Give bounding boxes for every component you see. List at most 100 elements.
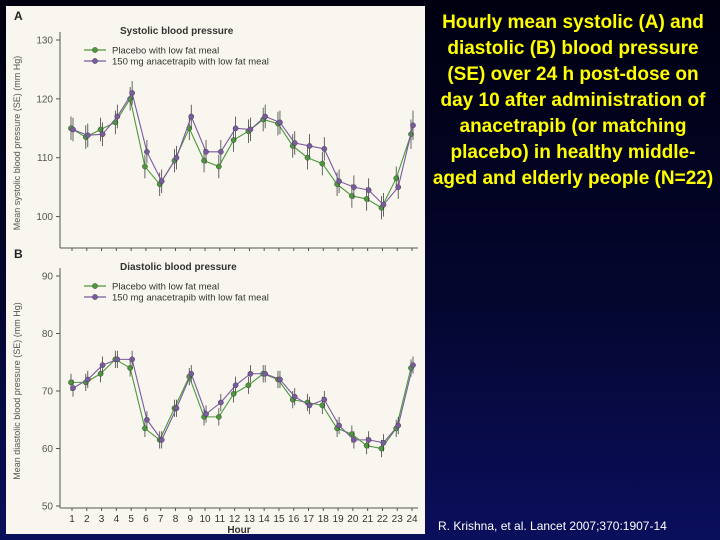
- data-point: [291, 140, 298, 146]
- data-point: [349, 431, 355, 437]
- data-point: [144, 148, 150, 155]
- legend-label: Placebo with low fat meal: [112, 282, 219, 293]
- x-tick-label: 24: [406, 514, 418, 525]
- x-tick-label: 22: [377, 514, 389, 525]
- data-point: [142, 163, 148, 170]
- chart-figure: A Systolic blood pressure 100 110 120 130 Mean…: [6, 6, 425, 534]
- data-point: [365, 437, 372, 443]
- x-tick-label: 5: [128, 514, 134, 525]
- data-point: [173, 405, 180, 412]
- data-point: [232, 125, 239, 132]
- data-point: [84, 376, 91, 383]
- x-tick-label: 4: [114, 514, 120, 525]
- x-tick-label: 20: [347, 514, 359, 525]
- x-tick-label: 16: [288, 514, 300, 525]
- data-point: [380, 439, 387, 446]
- data-point: [142, 425, 148, 432]
- data-point: [349, 193, 355, 199]
- data-point: [351, 184, 357, 190]
- legend-marker: [92, 58, 98, 64]
- data-point: [378, 445, 385, 452]
- data-point: [395, 184, 402, 190]
- data-point: [129, 90, 135, 96]
- data-point: [393, 175, 400, 182]
- data-point: [247, 126, 254, 133]
- series-line: [71, 358, 412, 450]
- chart-title: Systolic blood pressure: [120, 26, 234, 37]
- data-point: [217, 148, 224, 155]
- data-point: [230, 391, 237, 397]
- data-point: [99, 131, 106, 138]
- slide-title: Hourly mean systolic (A) and diastolic (…: [432, 12, 714, 189]
- data-point: [262, 113, 269, 120]
- series-line: [70, 97, 412, 209]
- data-point: [99, 362, 106, 368]
- data-point: [291, 393, 298, 400]
- data-point: [158, 437, 165, 443]
- x-tick-label: 23: [392, 514, 404, 525]
- data-point: [245, 382, 252, 389]
- data-point: [319, 402, 326, 409]
- x-tick-label: 14: [259, 514, 271, 525]
- data-point: [306, 402, 313, 409]
- data-point: [84, 132, 91, 139]
- x-tick-label: 6: [143, 514, 149, 525]
- y-axis-label: Mean systolic blood pressure (SE) (mm Hg…: [12, 56, 22, 231]
- data-point: [277, 119, 283, 126]
- data-point: [336, 422, 342, 429]
- legend-marker: [92, 47, 98, 53]
- data-point: [70, 126, 76, 133]
- y-axis-label: Mean diastolic blood pressure (SE) (mm H…: [12, 302, 22, 480]
- y-tick-label: 80: [42, 329, 54, 340]
- y-tick-label: 70: [42, 387, 54, 398]
- data-point: [304, 154, 311, 161]
- x-tick-label: 13: [244, 514, 256, 525]
- data-point: [395, 422, 402, 429]
- legend-label: 150 mg anacetrapib with low fat meal: [112, 293, 269, 304]
- x-tick-label: 19: [333, 514, 345, 525]
- series-line: [72, 91, 414, 206]
- y-tick-label: 120: [36, 94, 53, 105]
- legend-marker: [92, 294, 98, 300]
- data-point: [188, 370, 195, 377]
- data-point: [363, 442, 370, 449]
- data-point: [232, 382, 239, 389]
- data-point: [336, 178, 342, 185]
- y-tick-label: 90: [42, 272, 54, 283]
- data-point: [365, 187, 372, 193]
- x-tick-label: 10: [199, 514, 211, 525]
- x-tick-label: 18: [318, 514, 330, 525]
- data-point: [68, 379, 74, 386]
- data-point: [203, 411, 209, 417]
- y-tick-label: 50: [42, 502, 54, 513]
- data-point: [173, 154, 180, 161]
- data-point: [129, 356, 135, 363]
- data-point: [230, 137, 237, 143]
- y-tick-label: 60: [42, 444, 54, 455]
- data-point: [201, 157, 207, 164]
- x-tick-label: 12: [229, 514, 241, 525]
- y-tick-label: 130: [36, 36, 53, 47]
- data-point: [188, 113, 195, 120]
- data-point: [321, 396, 328, 403]
- series-line: [72, 358, 414, 444]
- x-tick-label: 17: [303, 514, 315, 525]
- x-tick-label: 2: [84, 514, 90, 525]
- data-point: [410, 122, 416, 129]
- legend-marker: [92, 283, 98, 289]
- data-point: [247, 370, 254, 377]
- data-point: [277, 376, 283, 383]
- chart-title: Diastolic blood pressure: [120, 262, 237, 273]
- data-point: [203, 148, 209, 155]
- data-point: [158, 178, 165, 185]
- panel-label: A: [14, 9, 23, 23]
- data-point: [380, 201, 387, 208]
- x-tick-label: 7: [158, 514, 164, 525]
- data-point: [114, 113, 121, 120]
- legend-label: Placebo with low fat meal: [112, 46, 219, 57]
- data-point: [363, 196, 370, 202]
- data-point: [127, 365, 133, 371]
- x-tick-label: 21: [362, 514, 374, 525]
- panel-label: B: [14, 247, 23, 261]
